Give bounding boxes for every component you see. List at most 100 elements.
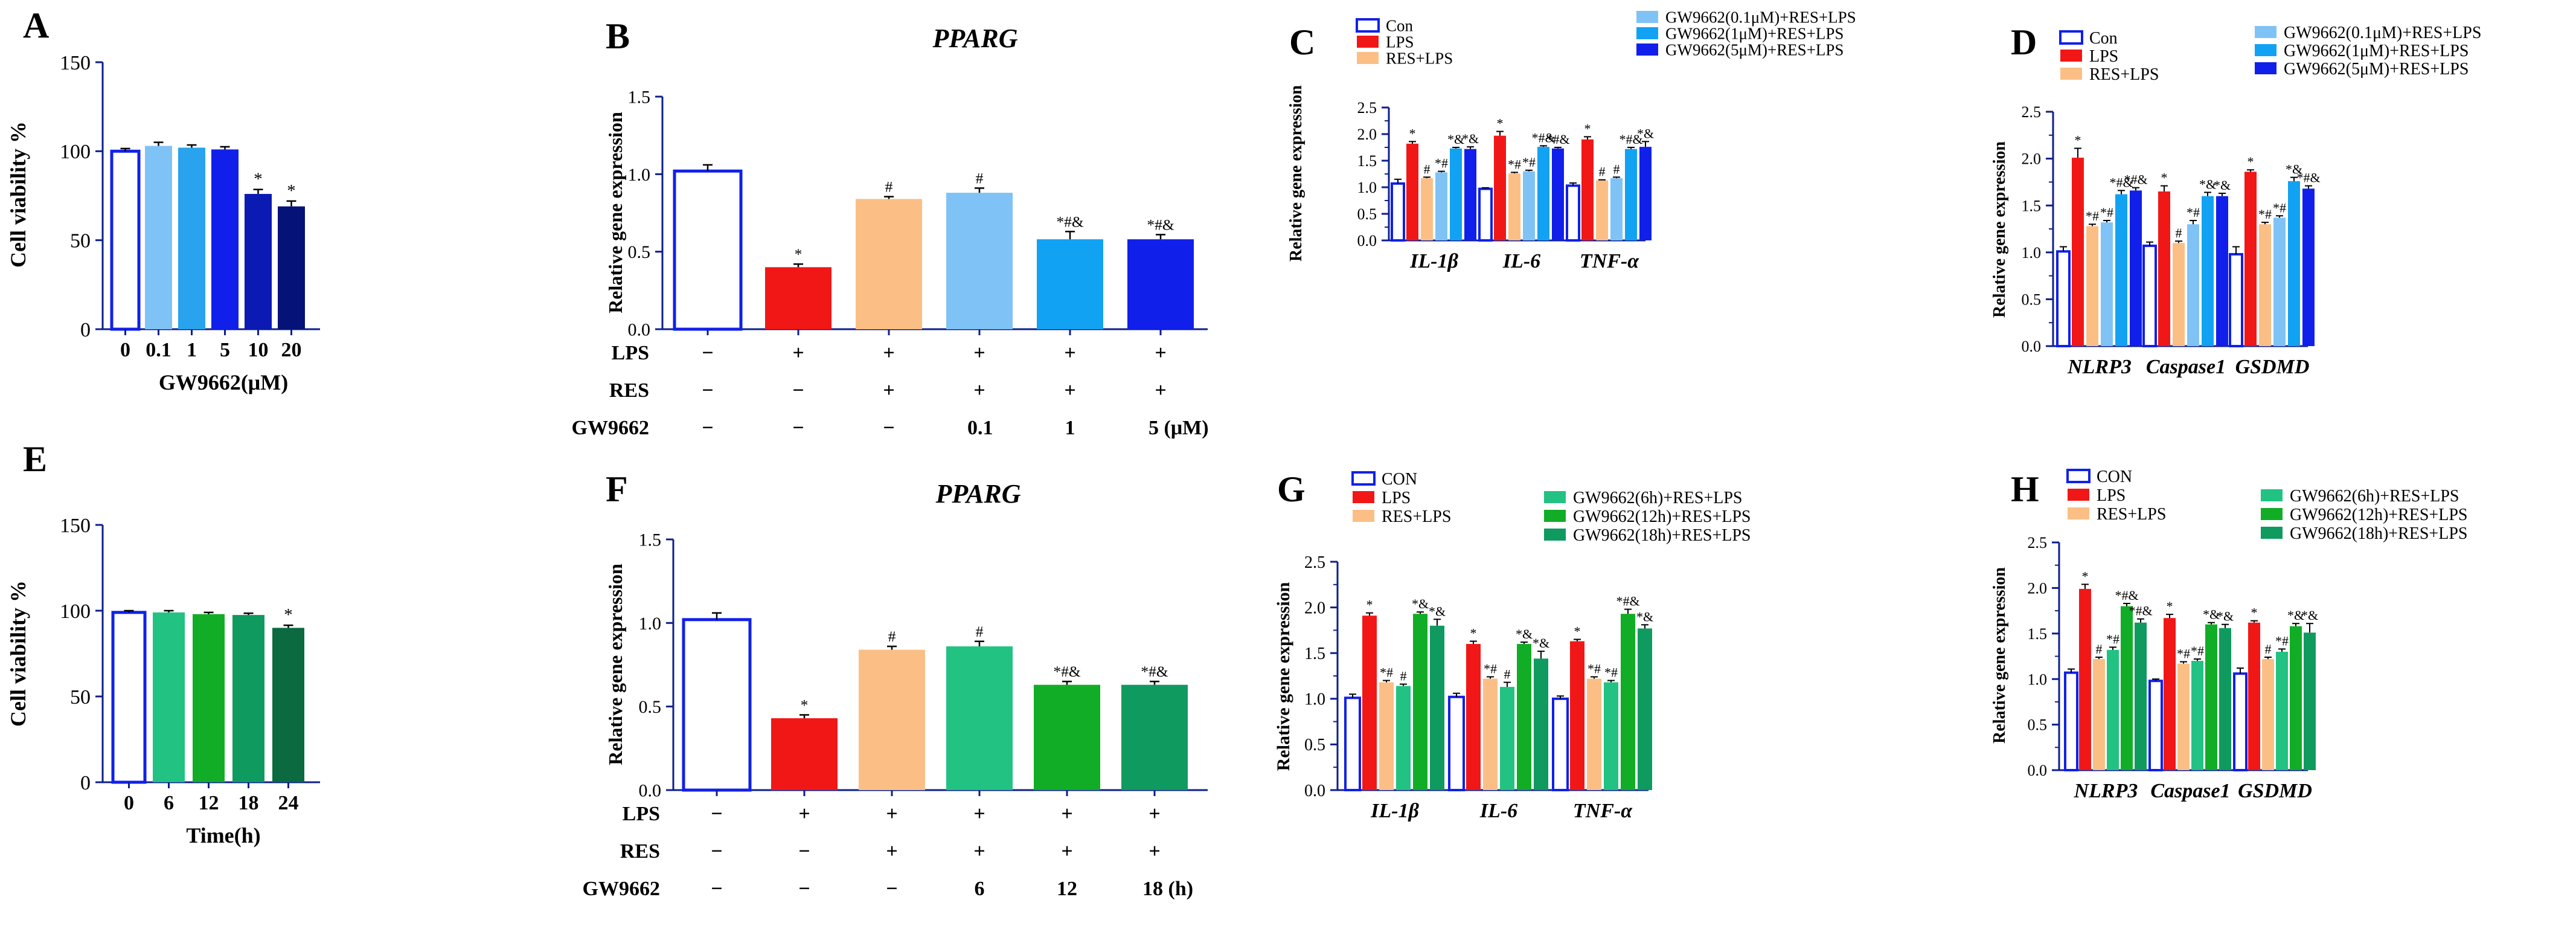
table-cell: −	[798, 840, 810, 863]
significance-label: *	[1470, 626, 1477, 641]
significance-label: *#	[2106, 631, 2119, 646]
significance-label: *#	[2100, 205, 2113, 220]
significance-label: *	[2251, 605, 2258, 620]
bar	[771, 718, 838, 790]
y-tick-label: 2.0	[2022, 150, 2042, 168]
significance-label: *&	[1533, 635, 1549, 651]
significance-label: *	[254, 170, 262, 189]
bar	[1464, 149, 1476, 240]
y-tick-label: 0.5	[2028, 716, 2048, 734]
table-cell: +	[1149, 803, 1160, 825]
y-tick-label: 0.0	[639, 781, 662, 801]
bar	[1379, 682, 1394, 790]
bar	[856, 199, 922, 329]
significance-label: *#	[1435, 156, 1448, 171]
legend-label: CON	[2097, 468, 2132, 486]
legend-label: CON	[1382, 470, 1417, 489]
legend-swatch	[2261, 527, 2283, 539]
legend-label: Con	[2089, 29, 2118, 48]
y-tick-label: 0.0	[2022, 338, 2042, 355]
legend-label: GW9662(1μM)+RES+LPS	[2284, 42, 2469, 60]
significance-label: *	[1574, 624, 1581, 639]
significance-label: *	[1409, 126, 1416, 141]
x-tick-label: 24	[278, 792, 299, 814]
significance-label: *	[1366, 597, 1373, 613]
y-tick-label: 50	[70, 686, 91, 709]
significance-label: *&	[1636, 609, 1653, 624]
significance-label: *#&	[1619, 132, 1642, 147]
significance-label: *#	[2086, 208, 2099, 223]
y-tick-label: 0.5	[628, 242, 651, 262]
bar	[232, 615, 264, 782]
significance-label: *	[2248, 154, 2254, 169]
table-cell: +	[883, 379, 894, 402]
x-axis-label: GW9662(μM)	[159, 370, 288, 394]
x-tick-label: 5	[220, 339, 230, 361]
significance-label: *#	[1380, 665, 1393, 680]
y-tick-label: 0	[80, 772, 91, 794]
bar	[2164, 618, 2176, 770]
significance-label: *	[287, 181, 295, 201]
significance-label: *&	[2301, 608, 2318, 623]
y-axis-label: Relative gene expression	[1274, 582, 1293, 771]
legend-label: GW9662(1μM)+RES+LPS	[1665, 24, 1844, 42]
significance-label: *	[284, 605, 292, 625]
y-tick-label: 0.0	[2028, 762, 2048, 779]
significance-label: #	[1424, 161, 1431, 176]
bar	[2248, 622, 2260, 770]
y-tick-label: 1.0	[2022, 244, 2042, 262]
legend-label: RES+LPS	[2089, 65, 2159, 84]
x-tick-label: 0	[120, 339, 130, 361]
legend-label: Con	[1386, 16, 1414, 34]
table-cell: +	[792, 342, 804, 364]
bar	[2288, 181, 2300, 346]
group-label: TNF-α	[1580, 250, 1639, 272]
bar	[153, 612, 185, 782]
y-tick-label: 1.0	[1304, 690, 1325, 709]
table-cell: −	[792, 379, 804, 402]
significance-label: *	[2082, 568, 2089, 584]
legend-label: GW9662(12h)+RES+LPS	[1573, 507, 1751, 526]
bar	[1435, 172, 1447, 240]
group-label: GSDMD	[2238, 780, 2312, 802]
bar	[1517, 644, 1531, 790]
table-row-label: RES	[609, 379, 649, 402]
panel-letter-F: F	[606, 469, 628, 509]
legend-swatch	[2261, 489, 2283, 501]
legend-swatch	[1356, 18, 1380, 33]
legend-label: RES+LPS	[1386, 49, 1453, 67]
legend-swatch	[2066, 469, 2091, 483]
significance-label: *#&	[1531, 130, 1555, 145]
bar	[2173, 243, 2185, 346]
bar	[193, 614, 225, 782]
bar	[2273, 217, 2286, 346]
y-tick-label: 2.5	[2028, 534, 2048, 551]
bar	[2148, 680, 2163, 771]
panel-letter-C: C	[1289, 22, 1315, 62]
significance-label: *#	[2187, 205, 2200, 220]
panel-letter-B: B	[606, 16, 630, 56]
significance-label: *#&	[1147, 216, 1174, 233]
table-cell: +	[1149, 840, 1160, 863]
bar	[2290, 626, 2302, 770]
table-cell: +	[883, 342, 894, 364]
y-tick-label: 1.0	[2028, 670, 2048, 688]
y-axis-label: Relative gene expression	[1287, 85, 1306, 262]
y-tick-label: 2.0	[2028, 580, 2048, 597]
bar	[1638, 628, 1652, 790]
table-cell: 5 (μM)	[1149, 417, 1209, 439]
y-tick-label: 0.0	[1357, 232, 1377, 249]
bar	[1413, 614, 1427, 790]
significance-label: #	[1613, 161, 1620, 176]
bar	[1034, 684, 1100, 790]
bar	[673, 169, 743, 331]
significance-label: *&	[2203, 607, 2220, 622]
significance-label: *#	[1522, 155, 1536, 170]
panel-F: 0.0 0.5 1.0 1.5 Relative gene expression F PPA…	[583, 469, 1208, 900]
bar	[1537, 147, 1549, 240]
legend-swatch	[2068, 507, 2089, 519]
bar	[2262, 659, 2274, 770]
table-cell: +	[1061, 803, 1072, 825]
y-tick-label: 1.5	[2022, 197, 2042, 214]
table-cell: 18 (h)	[1142, 878, 1193, 900]
